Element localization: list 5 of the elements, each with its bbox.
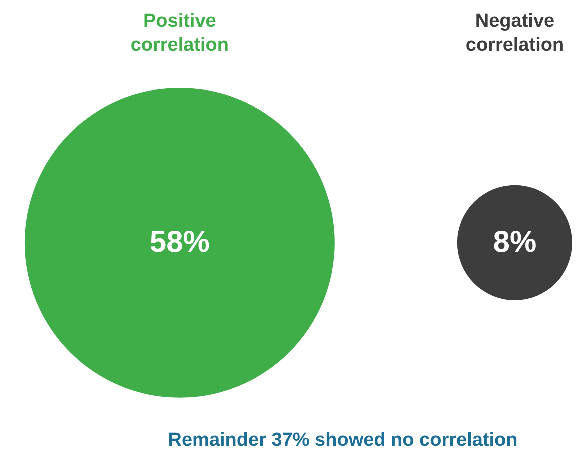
text: Remainder 37% showed no correlation [168,430,518,451]
category-label: Positive correlation [130,11,230,56]
data-label: 8% [493,226,537,260]
data-label: 58% [150,226,210,260]
category-label: Negative correlation [466,11,564,56]
